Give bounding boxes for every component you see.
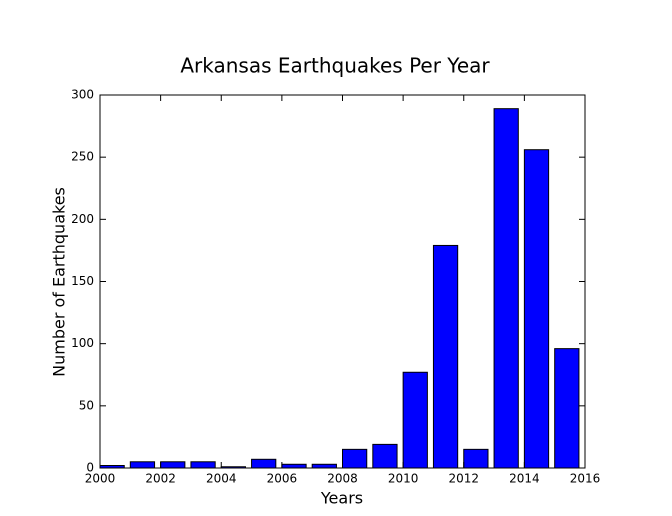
x-tick-label: 2010: [388, 472, 419, 486]
bar: [251, 458, 277, 469]
y-tick-label: 200: [71, 212, 94, 226]
x-tick-label: 2002: [145, 472, 176, 486]
bar: [342, 448, 368, 469]
y-tick-label: 250: [71, 150, 94, 164]
bar: [523, 149, 550, 469]
bar: [463, 448, 489, 469]
x-tick-label: 2006: [267, 472, 298, 486]
x-tick-label: 2000: [85, 472, 116, 486]
bar: [281, 463, 307, 469]
y-tick-label: 0: [86, 461, 94, 475]
x-tick-label: 2014: [509, 472, 540, 486]
bar: [402, 371, 428, 469]
bar: [493, 108, 519, 469]
y-tick-label: 150: [71, 274, 94, 288]
x-tick-label: 2008: [327, 472, 358, 486]
x-tick-label: 2004: [206, 472, 237, 486]
bar: [311, 463, 337, 469]
x-axis-label: Years: [320, 489, 363, 508]
y-tick-label: 100: [71, 336, 94, 350]
y-axis-label: Number of Earthquakes: [50, 187, 69, 377]
y-tick-label: 50: [79, 398, 94, 412]
bar: [190, 461, 216, 469]
bar: [554, 348, 580, 469]
x-tick-label: 2016: [570, 472, 601, 486]
y-tick-label: 300: [71, 88, 94, 102]
bar: [160, 461, 186, 469]
bar: [372, 443, 398, 469]
bar: [129, 461, 156, 469]
x-tick-label: 2012: [448, 472, 479, 486]
chart-title: Arkansas Earthquakes Per Year: [180, 54, 490, 78]
bar: [432, 244, 459, 469]
